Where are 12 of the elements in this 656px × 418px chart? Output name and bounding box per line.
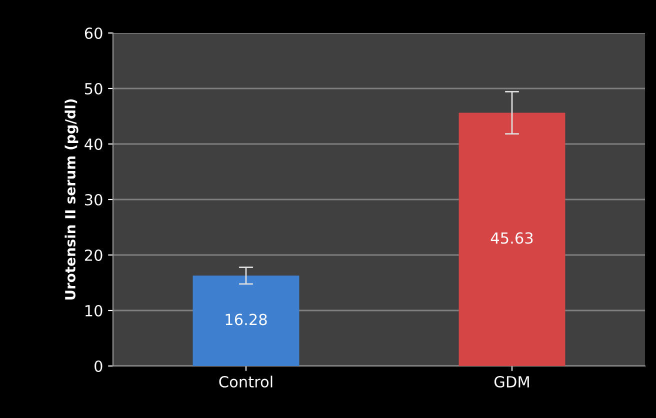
y-tick-label: 20 [84,249,102,262]
data-label: 45.63 [490,232,533,244]
y-axis-title: Urotensin II serum (pg/dl) [64,99,78,300]
y-tick-label: 30 [85,194,102,206]
x-tick-label: Control [219,376,272,388]
y-tick-label: 60 [84,27,102,40]
y-tick-label: 10 [86,304,102,317]
y-tick-label: 50 [85,82,102,95]
y-tick-label: 0 [94,360,102,372]
data-label: 16.28 [226,314,267,326]
x-tick-label: GDM [494,376,529,388]
y-tick-label: 40 [84,138,102,150]
